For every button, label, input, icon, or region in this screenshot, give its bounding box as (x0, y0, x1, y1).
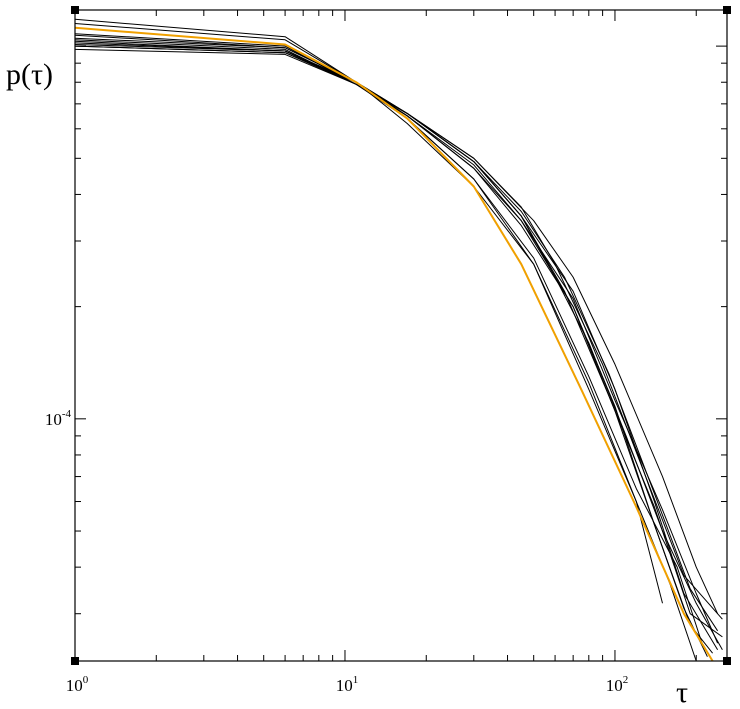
x-axis-title: τ (676, 676, 688, 709)
corner-marker-top-left (71, 6, 79, 14)
corner-marker-bottom-right (723, 657, 731, 665)
series-line-12 (74, 40, 723, 651)
series-line-13 (74, 45, 719, 651)
plot-lines (74, 18, 723, 662)
corner-marker-top-right (723, 6, 731, 14)
tick-label: 10-4 (45, 408, 72, 429)
series-line-10 (74, 44, 723, 638)
series-line-4 (74, 33, 663, 604)
tick-labels: 100 101 102 10-4 (45, 408, 628, 695)
series-line-1 (74, 26, 714, 662)
y-axis-title: p(τ) (6, 58, 53, 91)
series-line-9 (74, 37, 708, 657)
series-line-6 (74, 48, 719, 614)
corner-marker-bottom-left (71, 657, 79, 665)
corner-markers (71, 6, 731, 665)
series-line-7 (74, 42, 719, 632)
series-line-2 (74, 23, 697, 662)
series-line-11 (74, 34, 713, 654)
series-line-3 (74, 18, 703, 644)
series-line-5 (74, 45, 723, 620)
tick-label: 101 (336, 674, 359, 695)
axis-ticks (74, 10, 727, 661)
tick-label: 102 (606, 674, 629, 695)
series-line-8 (74, 39, 719, 644)
tick-label: 100 (66, 674, 89, 695)
plot-frame (74, 9, 728, 662)
